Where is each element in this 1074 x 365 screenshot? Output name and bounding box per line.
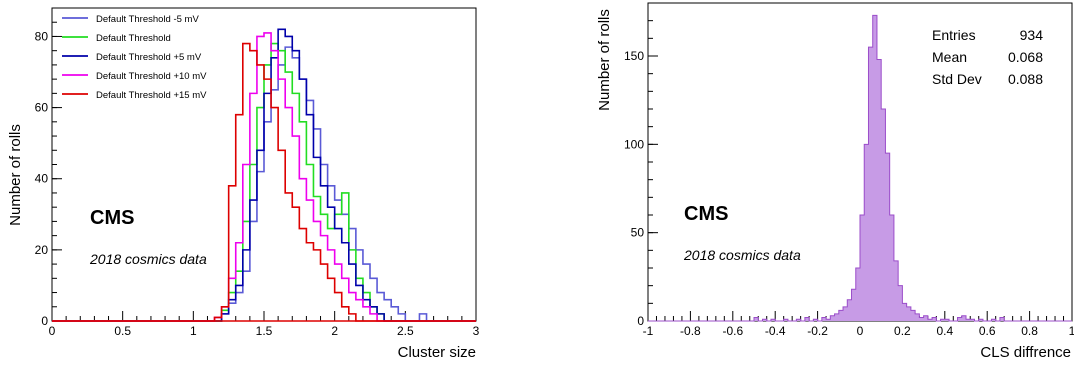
stats-std-value: 0.088 [1008, 71, 1043, 87]
right-x-axis-label: CLS diffrence [980, 344, 1071, 361]
cls-difference-histogram [648, 14, 1072, 322]
y-tick-label: 80 [35, 29, 49, 43]
x-tick-label: 0.5 [114, 324, 131, 338]
x-tick-label: 0.4 [936, 324, 953, 338]
y-tick-label: 20 [35, 243, 49, 257]
stats-box: Entries 934 Mean 0.068 Std Dev 0.088 [932, 27, 1043, 87]
left-dataset-label: 2018 cosmics data [89, 251, 207, 267]
default-threshold-10-mv-histogram [52, 32, 476, 322]
x-tick-label: 0.2 [894, 324, 911, 338]
left-histograms [52, 28, 476, 322]
x-tick-label: 1.5 [256, 324, 273, 338]
stats-std-label: Std Dev [932, 71, 982, 87]
left-panel: 0 0.5 1 1.5 2 2.5 3 0 20 40 60 80 Number of rolls C… [7, 7, 480, 361]
y-tick-label: 150 [624, 49, 644, 63]
left-legend: Default Threshold -5 mV Default Threshold… [62, 14, 207, 101]
left-cms-label: CMS [90, 207, 134, 229]
x-tick-label: 2.5 [397, 324, 414, 338]
legend-entry: Default Threshold [96, 33, 171, 44]
right-histograms [648, 14, 1072, 322]
x-tick-label: -0.8 [680, 324, 701, 338]
x-tick-label: -0.2 [807, 324, 828, 338]
legend-entry: Default Threshold +5 mV [96, 52, 202, 63]
right-dataset-label: 2018 cosmics data [683, 247, 801, 263]
x-tick-label: 0 [49, 324, 56, 338]
y-tick-label: 0 [41, 314, 48, 328]
x-tick-label: 3 [473, 324, 480, 338]
y-tick-label: 50 [631, 226, 645, 240]
right-panel: -1 -0.8 -0.6 -0.4 -0.2 0 0.2 0.4 0.6 0.8 1 0 50 100 15… [596, 2, 1074, 361]
right-cms-label: CMS [684, 203, 728, 225]
x-tick-label: -0.4 [765, 324, 786, 338]
left-y-axis-label: Number of rolls [7, 124, 24, 226]
x-tick-label: 0.6 [979, 324, 996, 338]
default-threshold-5-mv-histogram [52, 28, 476, 322]
legend-entry: Default Threshold -5 mV [96, 14, 199, 25]
x-tick-label: -1 [643, 324, 654, 338]
legend-entry: Default Threshold +10 mV [96, 71, 207, 82]
y-tick-label: 100 [624, 137, 644, 151]
default-threshold-histogram [52, 42, 476, 322]
x-tick-label: 1 [1069, 324, 1074, 338]
y-tick-label: 60 [35, 101, 49, 115]
y-tick-label: 40 [35, 172, 49, 186]
left-x-axis-label: Cluster size [398, 344, 476, 361]
legend-entry: Default Threshold +15 mV [96, 90, 207, 101]
x-tick-label: 0 [857, 324, 864, 338]
default-threshold-5-mv-histogram [52, 46, 476, 322]
stats-mean-value: 0.068 [1008, 49, 1043, 65]
x-tick-label: -0.6 [722, 324, 743, 338]
right-y-axis-label: Number of rolls [596, 9, 613, 111]
x-tick-label: 1 [190, 324, 197, 338]
stats-entries-value: 934 [1020, 27, 1044, 43]
x-tick-label: 2 [331, 324, 338, 338]
stats-entries-label: Entries [932, 27, 976, 43]
right-axis-ticks: -1 -0.8 -0.6 -0.4 -0.2 0 0.2 0.4 0.6 0.8 1 0 50 100 15… [624, 20, 1074, 338]
y-tick-label: 0 [637, 314, 644, 328]
x-tick-label: 0.8 [1021, 324, 1038, 338]
stats-mean-label: Mean [932, 49, 967, 65]
